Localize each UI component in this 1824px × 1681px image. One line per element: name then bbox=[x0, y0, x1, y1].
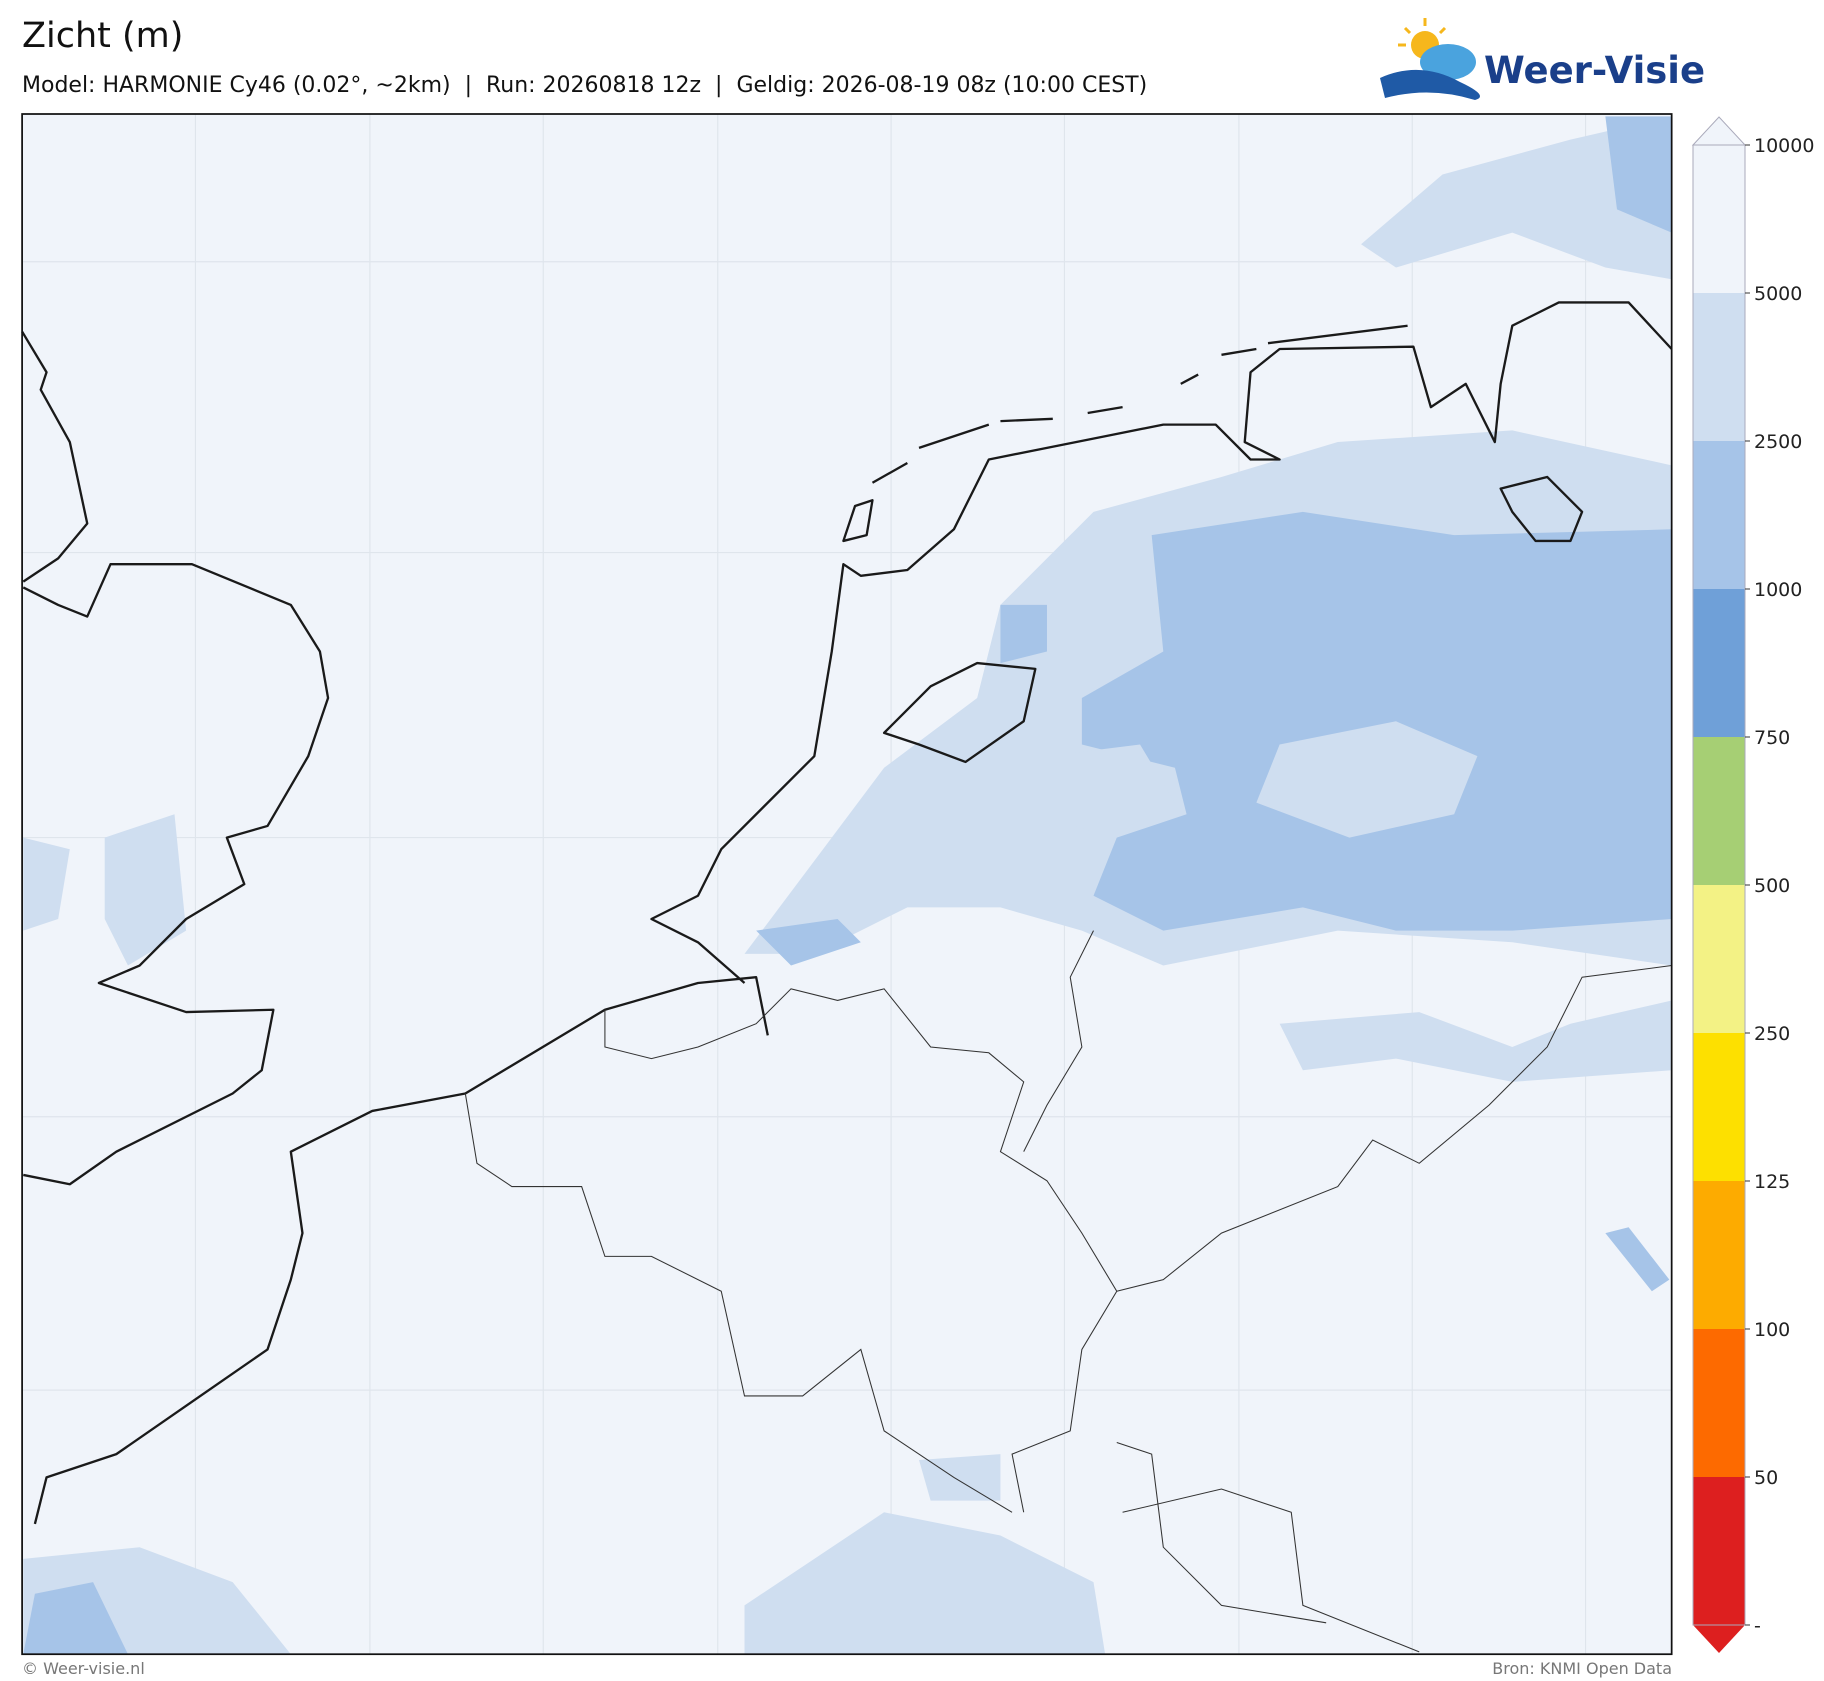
borders bbox=[464, 930, 1672, 1653]
colorbar-tick-label: 750 bbox=[1754, 727, 1790, 749]
subtitle: Model: HARMONIE Cy46 (0.02°, ~2km) | Run… bbox=[22, 73, 1147, 98]
colorbar-tick-label: 500 bbox=[1754, 875, 1790, 897]
footer-left: © Weer-visie.nl bbox=[22, 1659, 145, 1678]
visibility-field bbox=[23, 116, 1672, 1655]
map bbox=[21, 113, 1673, 1656]
colorbar-tick-label: 250 bbox=[1754, 1023, 1790, 1045]
colorbar: 10000 5000 2500 1000 750 500 250 125 100 50 - bbox=[1691, 116, 1814, 1653]
footer-right: Bron: KNMI Open Data bbox=[1492, 1659, 1672, 1678]
colorbar-segment bbox=[1693, 1477, 1745, 1626]
colorbar-tick-label: - bbox=[1754, 1615, 1761, 1637]
coastlines bbox=[21, 301, 1673, 1525]
colorbar-tick-label: 2500 bbox=[1754, 431, 1802, 453]
colorbar-tick-label: 1000 bbox=[1754, 579, 1802, 601]
colorbar-tick-label: 100 bbox=[1754, 1319, 1790, 1341]
logo-text: Weer-Visie bbox=[1484, 49, 1705, 92]
colorbar-extend-bottom bbox=[1693, 1625, 1745, 1653]
colorbar-segment bbox=[1693, 885, 1745, 1034]
colorbar-segment bbox=[1693, 1181, 1745, 1330]
colorbar-tick-label: 125 bbox=[1754, 1171, 1790, 1193]
colorbar-segment bbox=[1693, 737, 1745, 886]
colorbar-segment bbox=[1693, 441, 1745, 590]
colorbar-tick-label: 5000 bbox=[1754, 283, 1802, 305]
colorbar-segment bbox=[1693, 1329, 1745, 1478]
logo: Weer-Visie bbox=[1380, 18, 1705, 100]
colorbar-segment bbox=[1693, 145, 1745, 294]
map-frame bbox=[21, 113, 1673, 1656]
colorbar-tick-label: 50 bbox=[1754, 1467, 1778, 1489]
colorbar-segment bbox=[1693, 293, 1745, 442]
title: Zicht (m) bbox=[22, 16, 183, 56]
colorbar-segment bbox=[1693, 589, 1745, 738]
colorbar-segment bbox=[1693, 1033, 1745, 1182]
colorbar-tick-label: 10000 bbox=[1754, 135, 1814, 157]
colorbar-extend-top bbox=[1691, 116, 1747, 146]
